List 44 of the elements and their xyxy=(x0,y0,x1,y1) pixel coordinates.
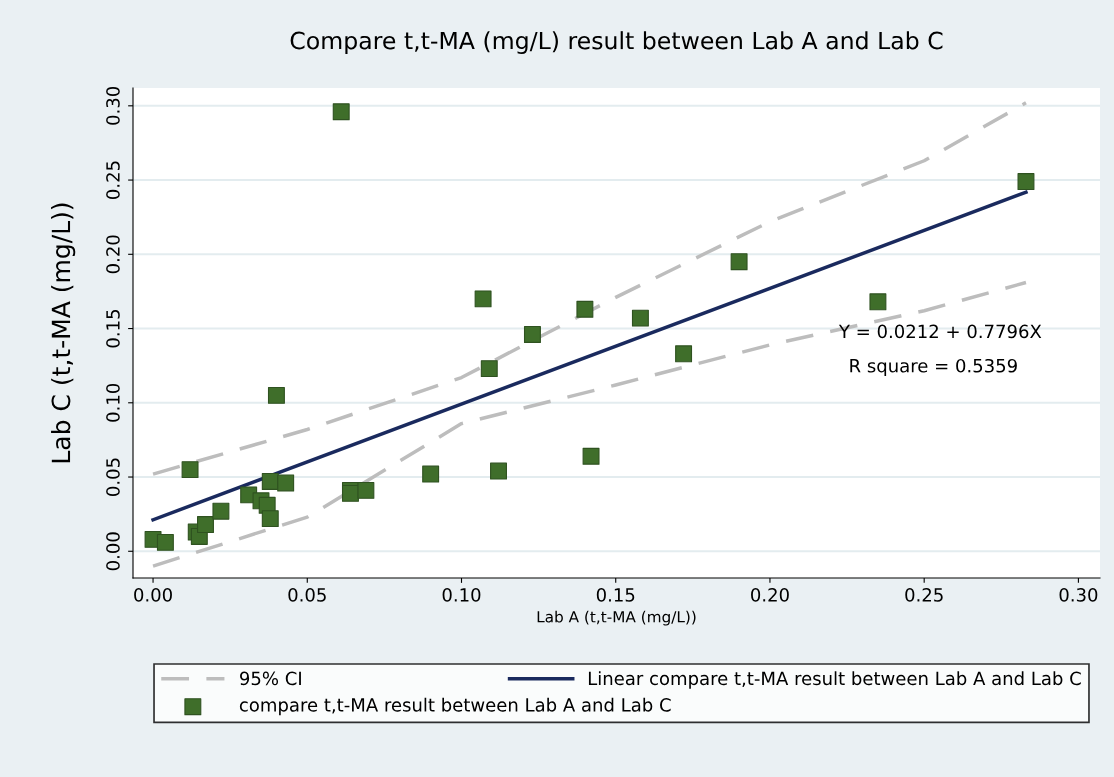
point xyxy=(576,300,594,318)
x-tick-label: 0.05 xyxy=(288,588,326,602)
point xyxy=(480,360,498,378)
legend-label: compare t,t-MA result between Lab A and Lab C xyxy=(239,697,671,716)
y-tick-label: 0.25 xyxy=(106,161,120,199)
point xyxy=(197,516,214,534)
annotation: R square = 0.5359 xyxy=(850,358,1017,377)
y-tick-label: 0.00 xyxy=(106,532,120,571)
x-tick-label: 0.15 xyxy=(596,588,635,602)
y-axis-title: Lab C (t,t-MA (mg/L)) xyxy=(51,203,76,463)
y-tick-label: 0.10 xyxy=(106,383,120,422)
point xyxy=(277,474,295,492)
point xyxy=(523,326,541,343)
x-tick-label: 0.10 xyxy=(442,588,481,602)
point xyxy=(490,462,507,480)
x-tick-label: 0.25 xyxy=(905,588,943,602)
x-axis-title: Lab A (t,t-MA (mg/L)) xyxy=(537,610,696,626)
legend-label: 95% CI xyxy=(240,671,301,686)
point xyxy=(730,253,748,271)
x-tick-label: 0.00 xyxy=(134,588,172,602)
point xyxy=(631,309,649,327)
chart-title: Compare t,t-MA (mg/L) result between Lab A and Lab C xyxy=(290,31,943,55)
point xyxy=(267,386,285,404)
x-tick-label: 0.20 xyxy=(751,588,789,602)
x-tick-label: 0.30 xyxy=(1059,588,1098,602)
legend-label: Linear compare t,t-MA result between Lab A and Lab C xyxy=(588,671,1081,689)
y-tick-label: 0.05 xyxy=(106,458,120,496)
annotation: Y = 0.0212 + 0.7796X xyxy=(838,324,1042,339)
point xyxy=(1017,173,1035,191)
point xyxy=(212,502,230,520)
point xyxy=(181,461,199,479)
y-tick-label: 0.20 xyxy=(106,235,120,274)
point xyxy=(869,293,887,311)
point xyxy=(675,345,693,363)
point xyxy=(357,481,375,499)
y-tick-label: 0.30 xyxy=(106,86,120,125)
point xyxy=(332,103,350,121)
point xyxy=(474,290,492,308)
point xyxy=(582,447,600,465)
point xyxy=(261,473,279,490)
point xyxy=(156,533,174,551)
point xyxy=(261,510,279,528)
y-tick-label: 0.15 xyxy=(106,310,120,348)
point xyxy=(422,465,440,483)
